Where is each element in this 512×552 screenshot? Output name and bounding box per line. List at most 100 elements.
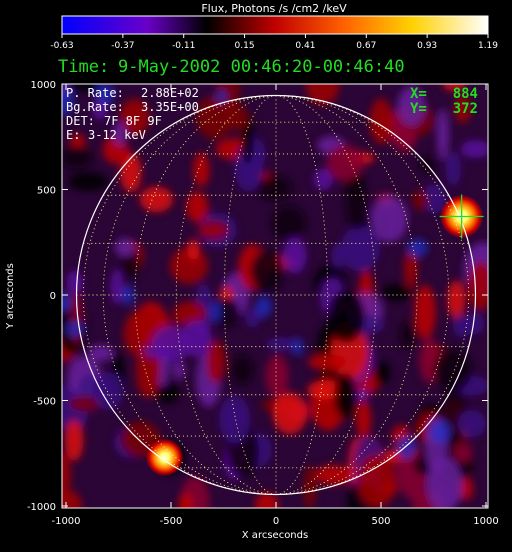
heatmap-blob — [230, 354, 254, 385]
y-tick-label: -500 — [33, 397, 56, 408]
heatmap-blob — [254, 492, 279, 508]
heatmap-blob — [258, 175, 292, 201]
colorbar-tick-label: 0.41 — [295, 41, 315, 51]
heatmap-blob — [433, 348, 473, 392]
cursor-x-value: 884 — [453, 86, 478, 102]
heatmap-blob — [436, 108, 450, 161]
heatmap-blob — [70, 133, 86, 150]
cursor-crosshair[interactable] — [439, 194, 484, 239]
colorbar-tick-label: -0.63 — [50, 41, 73, 51]
colorbar-tick-label: 1.19 — [478, 41, 498, 51]
info-value-bgrate: 3.35E+00 — [141, 100, 199, 114]
heatmap-blob — [370, 195, 408, 243]
cursor-x-label: X= — [410, 86, 427, 102]
colorbar-tick-label: -0.37 — [111, 41, 134, 51]
heatmap-blob — [156, 381, 180, 404]
heatmap-blob-min — [406, 238, 428, 257]
info-key-prate: P. Rate: — [66, 86, 124, 100]
info-key-det: DET: — [66, 114, 95, 128]
heatmap-blob-min — [396, 435, 415, 460]
heatmap-blob — [447, 280, 466, 319]
cursor-y-value: 372 — [453, 101, 478, 117]
heatmap-blob — [64, 419, 84, 462]
heatmap-blob-min — [428, 419, 451, 444]
y-tick-label: 1000 — [31, 80, 56, 91]
heatmap-blob — [380, 284, 412, 302]
heatmap-blob — [272, 205, 306, 242]
heatmap-blob — [334, 373, 358, 420]
heatmap-blob — [181, 319, 212, 358]
cursor-readout: X= 884 Y= 372 — [410, 86, 478, 117]
x-tick-label: 500 — [371, 516, 390, 527]
x-tick-label: -500 — [160, 516, 183, 527]
heatmap-blob — [303, 465, 317, 508]
heatmap-blob — [357, 454, 397, 508]
solar-limb — [75, 94, 477, 496]
heatmap-blob — [345, 180, 368, 231]
heatmap-blob-min — [292, 337, 304, 356]
heatmap-blob-min — [62, 87, 74, 116]
heatmap-blob — [340, 225, 380, 272]
heatmap-blob — [445, 151, 462, 186]
time-label: Time: — [58, 57, 109, 77]
heatmap-blob — [173, 361, 186, 380]
heatmap-blob — [373, 360, 391, 385]
heatmap-blob — [313, 168, 333, 191]
heatmap-blob — [283, 237, 307, 274]
y-axis-label: Y arcseconds — [5, 263, 16, 330]
heatmap-blob — [66, 84, 103, 92]
y-tick-label: 0 — [50, 291, 56, 302]
x-axis-label: X arcseconds — [242, 530, 308, 541]
heatmap-blob — [327, 290, 365, 343]
heatmap-blob — [272, 392, 308, 435]
heatmap-blob — [139, 186, 173, 213]
heatmap-blob — [265, 337, 297, 352]
cursor-y-label: Y= — [410, 101, 427, 117]
axis-ticks: -1000 -500 0 500 1000 1000 500 0 -500 -1000 — [27, 80, 499, 527]
info-key-bgrate: Bg.Rate: — [66, 100, 124, 114]
heatmap-blob — [308, 354, 347, 370]
heatmap-blob-min — [121, 284, 135, 306]
heatmap-blob — [265, 354, 289, 398]
heatmap-blob — [219, 395, 251, 444]
x-tick-label: 1000 — [473, 516, 498, 527]
heatmap-blob — [169, 247, 208, 284]
heatmap-blob — [369, 98, 393, 145]
heatmap-blob-min — [210, 301, 221, 323]
heatmap-blob — [452, 442, 473, 464]
heatmap-blob — [206, 339, 226, 384]
colorbar-tick-label: 0.67 — [356, 41, 376, 51]
heatmap-blob — [219, 285, 234, 302]
heatmap-blob — [234, 146, 263, 192]
heatmap-blob — [400, 321, 416, 349]
heatmap-blob — [119, 98, 150, 136]
heatmap-blob — [250, 250, 284, 293]
plot-frame — [61, 83, 489, 509]
longitude-line — [102, 95, 277, 495]
heatmap-blob — [186, 191, 209, 223]
heatmap-blob — [62, 145, 93, 169]
info-value-prate: 2.88E+02 — [141, 86, 199, 100]
info-panel: P. Rate: 2.88E+02 Bg.Rate: 3.35E+00 DET:… — [66, 86, 199, 142]
heatmap-blob-min — [65, 321, 84, 337]
heatmap-blob — [173, 301, 206, 327]
colorbar-tick-label: 0.15 — [235, 41, 255, 51]
y-tick-label: -1000 — [27, 502, 56, 513]
heatmap-blob — [414, 284, 436, 340]
heatmap-blob — [442, 84, 466, 92]
colorbar-ticks: -0.63 -0.37 -0.11 0.15 0.41 0.67 0.93 1.19 — [50, 34, 498, 51]
heatmap-blob — [245, 308, 261, 328]
heatmap-blob — [142, 344, 168, 358]
heatmap-blob — [114, 238, 135, 257]
heatmap-blob — [459, 477, 474, 501]
heliographic-grid — [76, 95, 476, 495]
heatmap-blob — [355, 399, 372, 439]
heatmap-blob — [120, 152, 142, 193]
heatmap-blob — [62, 452, 71, 497]
heatmap-blob — [92, 372, 124, 410]
heatmap-blob — [314, 464, 352, 486]
heatmap-blob — [397, 86, 426, 127]
heatmap-blob — [460, 140, 488, 158]
colorbar-tick-label: 0.93 — [417, 41, 437, 51]
